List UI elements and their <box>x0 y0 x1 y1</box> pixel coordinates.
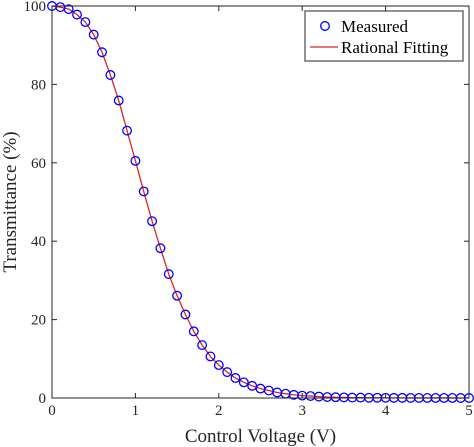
measured-point <box>180 309 191 320</box>
measured-point <box>63 4 74 15</box>
plot-frame <box>51 5 470 399</box>
axis-ticks: 0 1 2 3 4 5 0 20 40 60 80 100 <box>24 0 473 419</box>
measured-point <box>188 326 199 337</box>
y-tick-label: 0 <box>39 391 47 407</box>
y-tick-label: 20 <box>31 313 46 329</box>
measured-point <box>155 243 166 254</box>
measured-point <box>230 373 241 383</box>
measured-point <box>213 360 224 371</box>
y-tick-label: 100 <box>24 0 47 15</box>
x-tick-label: 0 <box>48 403 56 419</box>
y-axis-title: Transmittance (%) <box>0 131 21 272</box>
measured-point <box>88 29 99 40</box>
y-tick-label: 80 <box>31 77 46 93</box>
measured-point <box>80 17 91 28</box>
legend-label-fitting: Rational Fitting <box>341 38 449 57</box>
x-axis-title: Control Voltage (V) <box>185 426 336 447</box>
x-tick-label: 2 <box>215 403 223 419</box>
measured-point <box>105 70 116 80</box>
legend-label-measured: Measured <box>341 17 409 36</box>
y-tick-label: 40 <box>31 234 46 250</box>
measured-point <box>197 340 208 351</box>
legend-box <box>304 10 464 62</box>
x-tick-label: 1 <box>132 403 140 419</box>
legend: Measured Rational Fitting <box>304 10 464 62</box>
measured-point <box>147 216 158 227</box>
measured-point <box>122 125 133 136</box>
measured-point <box>172 290 183 301</box>
measured-point <box>113 95 124 106</box>
measured-point <box>222 367 233 378</box>
y-tick-label: 60 <box>31 156 46 172</box>
x-tick-label: 4 <box>382 403 390 419</box>
measured-point <box>97 47 107 58</box>
measured-point <box>238 377 249 388</box>
x-tick-label: 3 <box>298 403 306 419</box>
measured-point <box>72 9 82 20</box>
measured-point <box>205 351 216 362</box>
measured-point <box>138 186 149 197</box>
measured-point <box>130 155 141 166</box>
x-tick-label: 5 <box>465 403 473 419</box>
measured-point <box>163 269 174 280</box>
legend-marker-measured <box>320 21 330 31</box>
